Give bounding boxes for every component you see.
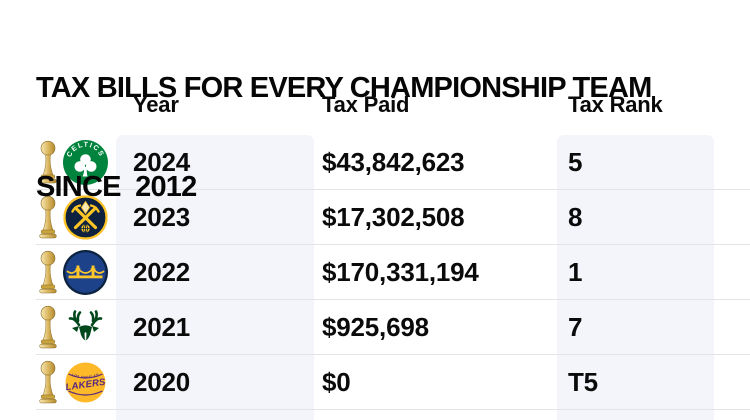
table-row: LOS ANGELES LAKERS 2020 $0 T5 [0,355,750,410]
year-column-band [116,135,314,420]
bucks-logo [63,305,108,350]
page-title-line2: SINCE 2012 [36,171,197,203]
table-row: 2022 $170,331,194 1 [0,245,750,300]
championship-trophy-icon [36,360,63,406]
tax-paid-cell: $43,842,623 [322,147,465,177]
column-header-tax-paid: Tax Paid [322,92,410,117]
championship-trophy-icon [36,305,63,351]
tax-rank-cell: 7 [568,312,583,342]
table-row: CELTICS 2024 $43,842,623 5 [0,135,750,190]
svg-text:LOS ANGELES: LOS ANGELES [71,373,99,380]
year-cell: 2023 [133,202,191,232]
table-body: CELTICS 2024 $43,842,623 5 2023 $17,302,… [0,135,750,410]
page-title-line1: TAX BILLS FOR EVERY CHAMPIONSHIP TEAM [36,72,652,104]
table-row: 2023 $17,302,508 8 [0,190,750,245]
tax-rank-cell: T5 [568,367,598,397]
column-header-tax-rank: Tax Rank [568,92,663,117]
year-cell: 2022 [133,257,191,287]
tax-rank-column-band [557,135,714,420]
tax-paid-cell: $925,698 [322,312,429,342]
year-cell: 2020 [133,367,191,397]
celtics-logo: CELTICS [63,140,108,185]
tax-rank-cell: 1 [568,257,583,287]
tax-rank-cell: 5 [568,147,583,177]
year-cell: 2024 [133,147,191,177]
tax-rank-cell: 8 [568,202,583,232]
tax-paid-cell: $17,302,508 [322,202,465,232]
tax-paid-cell: $170,331,194 [322,257,479,287]
table-row: 2021 $925,698 7 [0,300,750,355]
year-cell: 2021 [133,312,191,342]
tax-paid-cell: $0 [322,367,351,397]
lakers-logo: LOS ANGELES LAKERS [63,360,108,405]
page-title: TAX BILLS FOR EVERY CHAMPIONSHIP TEAM SI… [36,6,652,270]
column-header-year: Year [133,92,179,117]
